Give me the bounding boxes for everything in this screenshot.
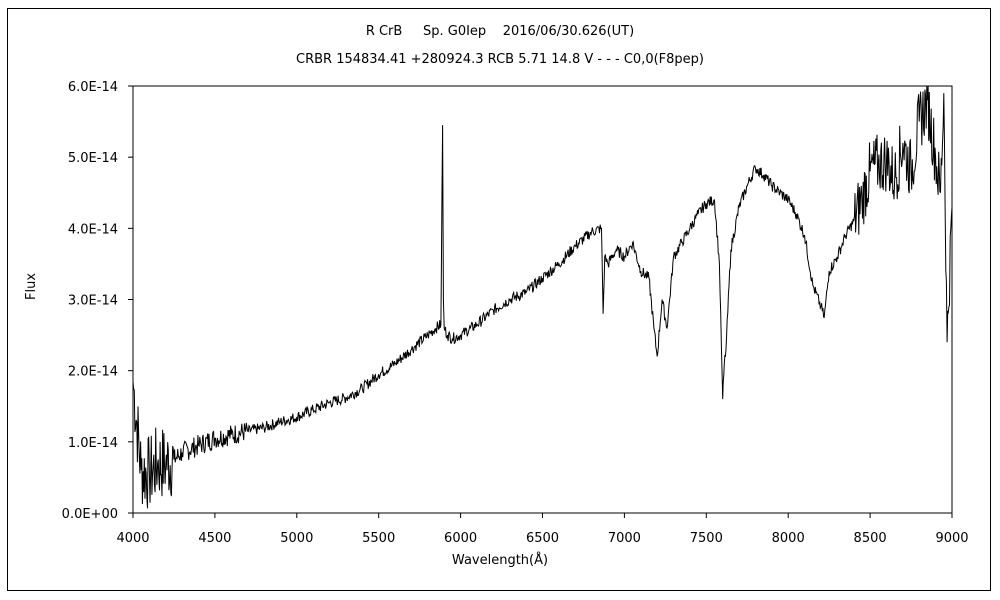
x-tick-label: 6500 bbox=[526, 531, 559, 546]
y-tick-label: 5.0E-14 bbox=[68, 151, 118, 166]
x-tick-label: 6000 bbox=[444, 531, 477, 546]
y-tick-label: 1.0E-14 bbox=[68, 436, 118, 451]
chart-title: R CrB Sp. G0Iep 2016/06/30.626(UT) bbox=[365, 24, 635, 39]
y-tick-label: 6.0E-14 bbox=[68, 80, 118, 95]
x-tick-label: 4500 bbox=[198, 531, 231, 546]
x-tick-label: 4000 bbox=[116, 531, 149, 546]
x-tick-label: 5500 bbox=[362, 531, 395, 546]
y-tick-label: 2.0E-14 bbox=[68, 365, 118, 380]
x-tick-label: 9000 bbox=[935, 531, 968, 546]
y-tick-label: 3.0E-14 bbox=[68, 294, 118, 309]
spectrum-line bbox=[132, 85, 953, 509]
x-tick-label: 7000 bbox=[608, 531, 641, 546]
x-axis-label: Wavelength(Å) bbox=[451, 553, 549, 568]
plot-area bbox=[132, 85, 953, 514]
x-tick-label: 5000 bbox=[280, 531, 313, 546]
x-tick-label: 7500 bbox=[690, 531, 723, 546]
x-tick-label: 8500 bbox=[854, 531, 887, 546]
chart-frame bbox=[7, 8, 991, 591]
y-axis-label: Flux bbox=[24, 272, 39, 300]
x-tick-label: 8000 bbox=[772, 531, 805, 546]
y-tick-label: 0.0E+00 bbox=[62, 507, 118, 522]
y-tick-label: 4.0E-14 bbox=[68, 222, 118, 237]
chart-subtitle: CRBR 154834.41 +280924.3 RCB 5.71 14.8 V… bbox=[296, 52, 704, 67]
